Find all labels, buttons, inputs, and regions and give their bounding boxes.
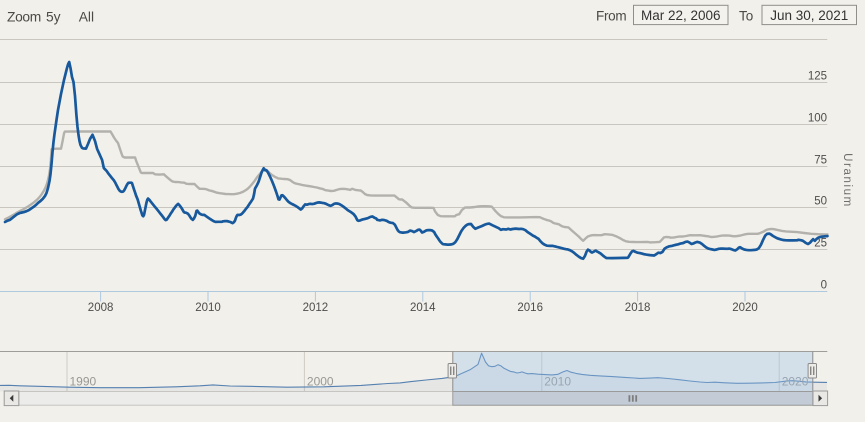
svg-text:2016: 2016 — [517, 302, 543, 314]
svg-text:100: 100 — [808, 112, 827, 124]
svg-text:1990: 1990 — [70, 375, 97, 389]
svg-text:2020: 2020 — [782, 375, 809, 389]
svg-text:75: 75 — [814, 154, 827, 166]
svg-text:5y: 5y — [46, 9, 61, 24]
svg-text:2008: 2008 — [88, 302, 114, 314]
svg-text:From: From — [596, 9, 626, 24]
svg-text:Jun 30, 2021: Jun 30, 2021 — [770, 8, 848, 23]
svg-text:0: 0 — [821, 279, 827, 291]
svg-text:Uranium: Uranium — [841, 153, 853, 208]
svg-text:2020: 2020 — [732, 302, 758, 314]
svg-text:2018: 2018 — [625, 302, 651, 314]
svg-text:Mar 22, 2006: Mar 22, 2006 — [641, 8, 721, 23]
svg-text:50: 50 — [814, 195, 827, 207]
svg-text:2010: 2010 — [195, 302, 221, 314]
svg-text:2012: 2012 — [303, 302, 329, 314]
svg-text:To: To — [739, 9, 753, 24]
svg-text:All: All — [79, 9, 94, 24]
svg-text:2014: 2014 — [410, 302, 436, 314]
svg-text:25: 25 — [814, 237, 827, 249]
svg-text:125: 125 — [808, 70, 827, 82]
svg-text:2010: 2010 — [544, 375, 571, 389]
svg-text:Zoom: Zoom — [7, 9, 41, 24]
svg-text:2000: 2000 — [307, 375, 334, 389]
